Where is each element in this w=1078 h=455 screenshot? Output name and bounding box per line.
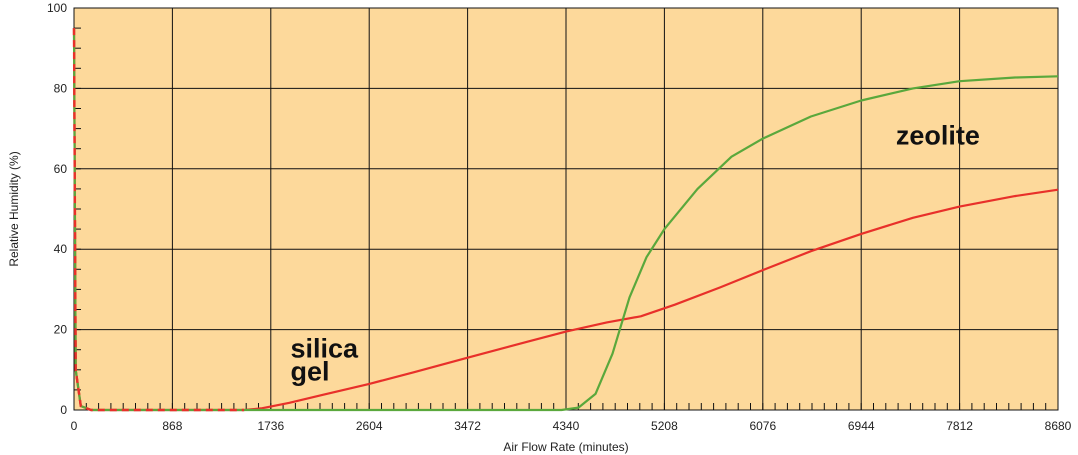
annotation-label: silica gel — [291, 334, 360, 387]
series-line-2 — [72, 28, 1059, 412]
x-tick-label: 2604 — [356, 419, 383, 433]
x-tick-label: 1736 — [257, 419, 284, 433]
x-tick-label: 3472 — [454, 419, 481, 433]
minor-ticks — [74, 27, 1047, 410]
y-tick-label: 80 — [54, 81, 68, 95]
overlap-dashed-line — [72, 28, 244, 412]
x-tick-label: 6944 — [848, 419, 875, 433]
y-tick-labels: 0 20 40 60 80 100 — [47, 1, 67, 417]
grid-lines — [73, 7, 1059, 411]
y-tick-label: 20 — [54, 323, 68, 337]
x-tick-label: 0 — [71, 419, 78, 433]
x-tick-label: 6076 — [749, 419, 776, 433]
y-axis-label: Relative Humidity (%) — [7, 151, 21, 266]
x-tick-label: 5208 — [651, 419, 678, 433]
x-tick-label: 868 — [162, 419, 182, 433]
annotation-line: silica — [291, 334, 360, 364]
x-tick-labels: 0 868 1736 2604 3472 4340 5208 6076 6944 7812 8680 — [71, 419, 1072, 433]
y-tick-label: 100 — [47, 1, 67, 15]
y-tick-label: 60 — [54, 162, 68, 176]
annotation-label: zeolite — [896, 121, 980, 151]
x-tick-label: 8680 — [1045, 419, 1072, 433]
x-tick-label: 4340 — [553, 419, 580, 433]
annotation-line: zeolite — [896, 121, 980, 151]
y-tick-label: 40 — [54, 242, 68, 256]
data-series — [72, 28, 1059, 412]
x-tick-label: 7812 — [946, 419, 973, 433]
annotations: silica gel zeolite — [291, 121, 980, 387]
y-tick-label: 0 — [60, 403, 67, 417]
x-axis-label: Air Flow Rate (minutes) — [503, 440, 628, 454]
annotation-line: gel — [291, 357, 330, 387]
